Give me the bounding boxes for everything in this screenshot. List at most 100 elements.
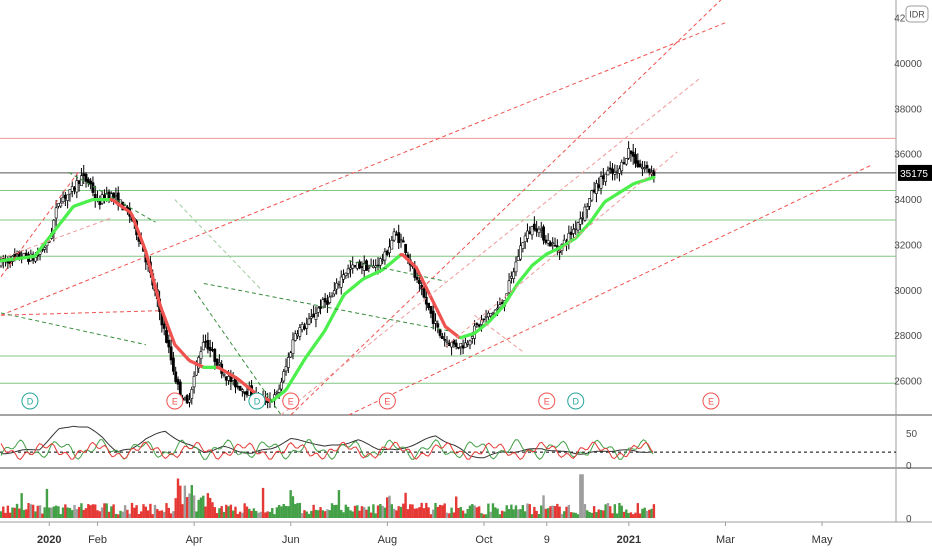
volume-bar	[195, 511, 197, 518]
volume-bar	[126, 510, 128, 518]
candle-body	[517, 257, 519, 261]
candle-body	[478, 325, 480, 326]
volume-bar	[653, 504, 655, 518]
candle	[526, 223, 528, 242]
event-marker[interactable]: D	[568, 393, 584, 409]
event-marker[interactable]: D	[249, 393, 265, 409]
volume-bar	[16, 504, 18, 518]
volume-bar	[441, 505, 443, 518]
candle-body	[368, 267, 370, 268]
volume-bar	[331, 503, 333, 518]
volume-bar	[361, 506, 363, 518]
candle-body	[78, 181, 80, 184]
candle-body	[487, 313, 489, 317]
volume-bar	[186, 497, 188, 518]
time-tick-label: May	[812, 534, 833, 546]
volume-bar	[363, 507, 365, 518]
candle-body	[526, 231, 528, 239]
event-marker[interactable]: E	[379, 393, 395, 409]
candle	[510, 271, 512, 283]
volume-bar	[471, 504, 473, 518]
candle	[290, 351, 292, 358]
volume-bar	[197, 500, 199, 518]
volume-bar	[211, 502, 213, 518]
candle	[618, 165, 620, 181]
candle	[324, 293, 326, 308]
volume-bar	[443, 503, 445, 518]
candle	[450, 341, 452, 355]
volume-bar	[248, 509, 250, 518]
volume-bar	[450, 508, 452, 518]
volume-bar	[264, 512, 266, 518]
candle	[545, 235, 547, 245]
event-marker[interactable]: E	[167, 393, 183, 409]
volume-bar	[529, 504, 531, 518]
candle-body	[391, 240, 393, 249]
candle-body	[292, 340, 294, 354]
volume-bar	[152, 514, 154, 518]
event-marker[interactable]: D	[22, 393, 38, 409]
candle-body	[62, 197, 64, 201]
candle-body	[427, 303, 429, 308]
candle	[517, 249, 519, 261]
volume-bar	[250, 511, 252, 518]
candle-body	[609, 168, 611, 169]
volume-bar	[522, 505, 524, 518]
volume-bar	[356, 505, 358, 518]
candle-body	[333, 291, 335, 294]
candle-body	[315, 314, 317, 320]
event-marker[interactable]: E	[539, 393, 555, 409]
volume-bar	[117, 514, 119, 518]
volume-bar	[149, 504, 151, 518]
oscillator-line-green	[1, 440, 653, 460]
candle-body	[278, 389, 280, 392]
candle	[338, 281, 340, 289]
candle	[591, 190, 593, 202]
volume-bar	[306, 511, 308, 518]
volume-bar	[616, 513, 618, 518]
volume-bar	[147, 510, 149, 518]
candle	[568, 226, 570, 250]
candle-body	[336, 283, 338, 289]
event-marker[interactable]: E	[703, 393, 719, 409]
candle	[188, 393, 190, 408]
candle	[90, 178, 92, 189]
event-marker[interactable]: E	[283, 393, 299, 409]
candle-body	[405, 244, 407, 252]
candle-body	[356, 263, 358, 269]
candle	[342, 269, 344, 283]
trend-line	[281, 77, 701, 415]
candle	[598, 178, 600, 192]
time-tick-label: Oct	[475, 534, 492, 546]
volume-bar	[512, 509, 514, 518]
volume-bar	[20, 493, 22, 518]
candle-body	[611, 169, 613, 173]
candle-body	[533, 224, 535, 229]
candle-body	[648, 169, 650, 172]
candle	[333, 282, 335, 297]
volume-bar	[133, 508, 135, 518]
candle-body	[57, 204, 59, 207]
candle-body	[522, 243, 524, 249]
candle	[280, 378, 282, 391]
candle	[345, 272, 347, 278]
candle	[94, 186, 96, 208]
volume-bar	[614, 504, 616, 518]
volume-bar	[69, 508, 71, 518]
candle-body	[324, 298, 326, 302]
volume-bar	[515, 505, 517, 518]
volume-bar	[39, 505, 41, 518]
candle-body	[64, 195, 66, 198]
candle	[632, 144, 634, 165]
candle-body	[345, 273, 347, 276]
volume-bar	[191, 485, 193, 518]
candle	[554, 238, 556, 247]
volume-bar	[154, 505, 156, 518]
volume-bar	[630, 512, 632, 518]
volume-bar	[494, 507, 496, 518]
candle	[85, 172, 87, 188]
candle	[448, 340, 450, 346]
candle-body	[605, 174, 607, 182]
volume-bar	[570, 512, 572, 518]
